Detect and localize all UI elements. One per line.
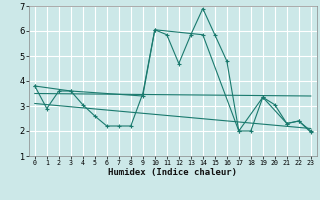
X-axis label: Humidex (Indice chaleur): Humidex (Indice chaleur) <box>108 168 237 177</box>
